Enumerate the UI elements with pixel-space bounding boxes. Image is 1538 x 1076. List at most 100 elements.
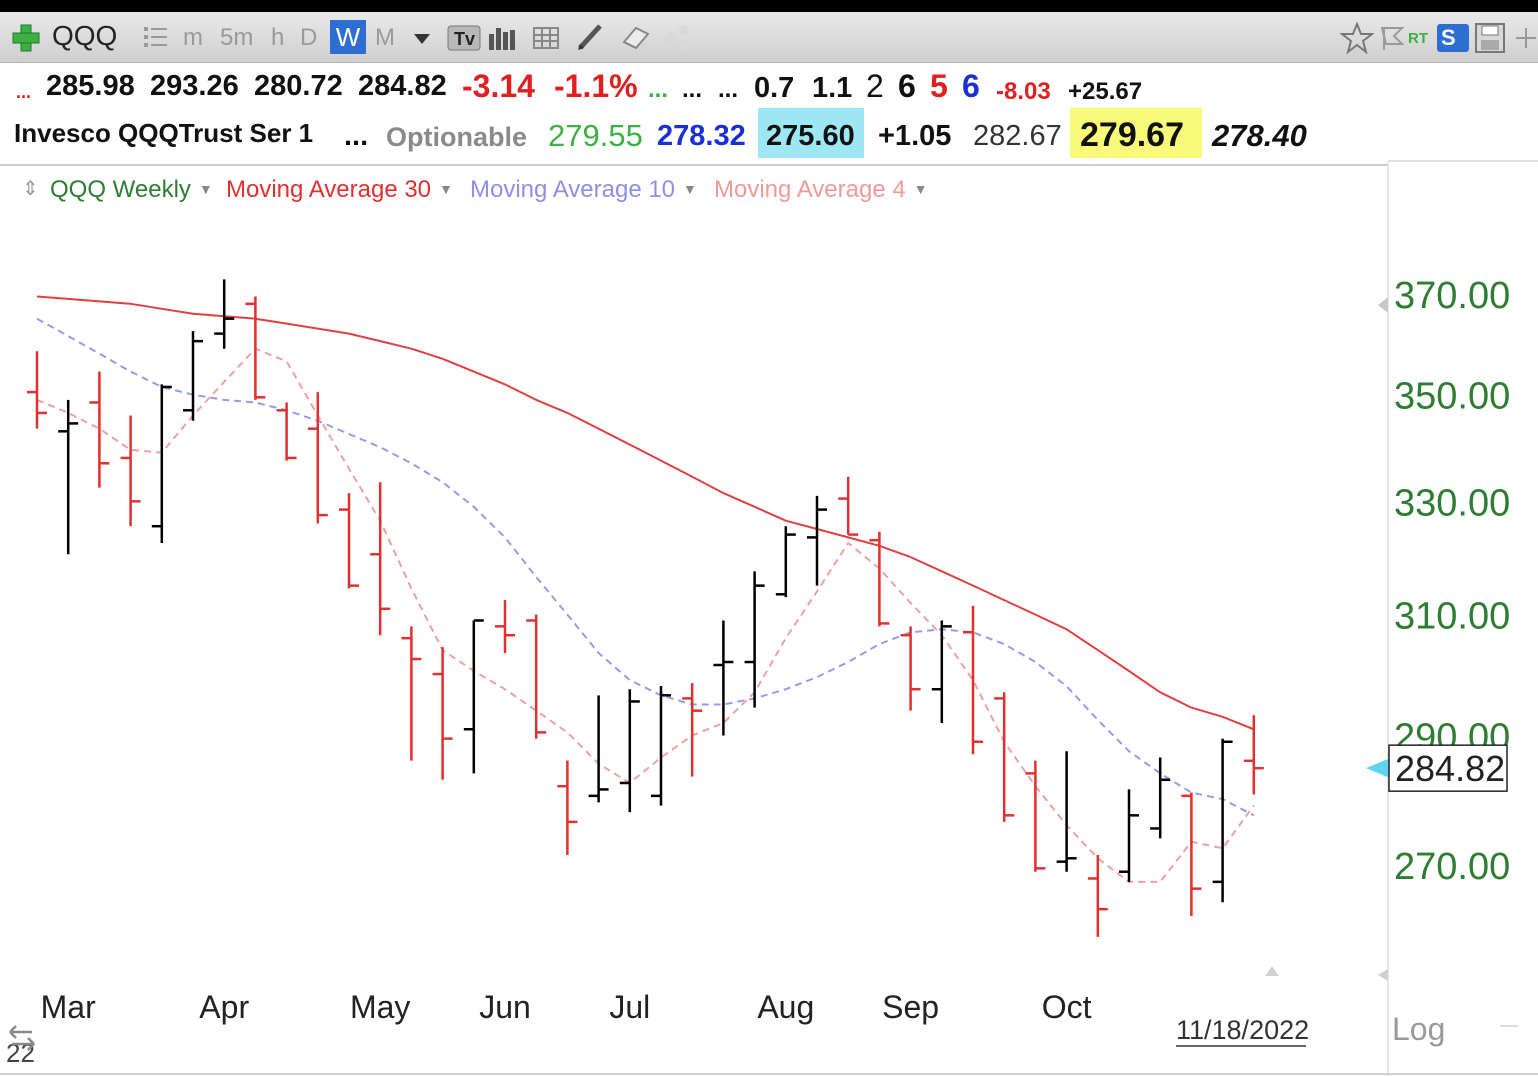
ohlc-bar	[869, 531, 890, 627]
rt-icon[interactable]: RT	[1408, 30, 1428, 47]
table-icon[interactable]	[532, 24, 562, 57]
ohlc-bar	[339, 493, 359, 589]
eraser-icon[interactable]	[620, 24, 652, 57]
ohlc-bar	[27, 351, 47, 429]
save-icon[interactable]	[1474, 22, 1506, 59]
timeframe-h[interactable]: h	[271, 24, 285, 51]
legend-ma30[interactable]: Moving Average 30 ▼	[226, 176, 453, 204]
toolbar: QQQ m 5m h D W M Tv	[0, 12, 1538, 63]
text-icon[interactable]: Tv	[447, 24, 481, 57]
add-symbol-icon[interactable]	[12, 24, 40, 57]
name-dots: ...	[344, 120, 369, 152]
ohlc-bar	[682, 683, 703, 777]
symbol-label[interactable]: QQQ	[52, 20, 118, 51]
x-month-label: Oct	[1042, 989, 1092, 1025]
ohlc-bar	[1056, 751, 1077, 872]
log-label: Log	[1392, 1011, 1445, 1047]
y-tick-label: 310.00	[1394, 596, 1510, 638]
change-pct: -1.1%	[554, 68, 638, 104]
legend-series[interactable]: QQQ Weekly ▼	[50, 176, 213, 204]
close-value: 284.82	[358, 70, 447, 102]
ohlc-bar	[713, 620, 734, 736]
chart-window: QQQ m 5m h D W M Tv	[0, 12, 1538, 1076]
x-month-label: Mar	[41, 989, 96, 1025]
ohlc-bar	[1243, 715, 1264, 795]
ohlc-bar	[526, 614, 547, 739]
star-icon[interactable]	[1339, 21, 1375, 59]
n2-value: 6	[898, 68, 916, 104]
p3-value: 275.60	[766, 120, 855, 152]
optionable-label: Optionable	[386, 122, 527, 152]
ohlc-bar	[838, 476, 859, 536]
ma10-line	[36, 317, 1255, 817]
ohlc-bar	[1119, 789, 1139, 882]
chevron-down-icon: ▼	[439, 181, 453, 197]
legend-ma10[interactable]: Moving Average 10 ▼	[470, 176, 697, 204]
legend-ma4[interactable]: Moving Average 4 ▼	[714, 176, 928, 204]
ohlc-bar	[58, 399, 79, 555]
v1-value: 0.7	[754, 72, 795, 104]
ohlc-bar	[183, 331, 203, 421]
x-month-label: May	[350, 989, 410, 1025]
share-icon[interactable]	[662, 24, 694, 57]
s-icon[interactable]: S	[1437, 24, 1469, 52]
legend-sort-icon[interactable]: ⇕	[22, 178, 39, 200]
ohlc-bar	[151, 384, 172, 544]
n3-value: 5	[930, 68, 948, 104]
ohlc-bar	[807, 495, 827, 586]
ohlc-bar	[120, 415, 141, 527]
ohlc-bar	[1087, 854, 1108, 937]
pencil-icon[interactable]	[576, 22, 606, 57]
open-value: 285.98	[46, 70, 135, 102]
p6-value: 279.67	[1080, 116, 1184, 154]
p2-value: 278.32	[657, 120, 746, 152]
p4-value: +1.05	[878, 120, 952, 152]
p3-highlight	[758, 108, 864, 158]
dropdown-icon[interactable]	[412, 32, 432, 50]
timeframe-5m[interactable]: 5m	[220, 24, 254, 51]
timeframe-d[interactable]: D	[300, 24, 318, 51]
chevron-down-icon: ▼	[683, 181, 697, 197]
ohlc-bar	[245, 296, 266, 400]
v2-value: 1.1	[812, 72, 853, 104]
chevron-down-icon: ▼	[198, 181, 213, 197]
list-icon[interactable]	[142, 24, 170, 55]
legend-series-label: QQQ Weekly	[50, 176, 191, 203]
scroll-top-marker	[1265, 966, 1279, 976]
p6-highlight	[1070, 108, 1202, 158]
ohlc-bar	[1212, 738, 1233, 903]
timeframe-m[interactable]: m	[183, 24, 203, 51]
pos-value: +25.67	[1068, 78, 1143, 105]
bars-icon[interactable]	[487, 24, 517, 57]
year-label: 22	[6, 1038, 35, 1068]
n4-value: 6	[962, 68, 980, 104]
quote-prefix: ...	[16, 82, 32, 102]
ohlc-bar	[1150, 757, 1171, 839]
n1-value: 2	[866, 68, 884, 104]
price-chart[interactable]: 270.00290.00310.00330.00350.00370.00284.…	[0, 12, 1538, 1076]
ohlc-bar	[619, 689, 640, 813]
ohlc-bar	[307, 392, 328, 524]
quote-row-1: ... 285.98 293.26 280.72 284.82 -3.14 -1…	[0, 68, 1400, 112]
move-icon[interactable]	[1514, 26, 1538, 55]
ohlc-bar	[214, 279, 235, 349]
dots-2: ...	[718, 76, 739, 103]
date-label: 11/18/2022	[1176, 1015, 1309, 1045]
ohlc-bar	[276, 402, 297, 461]
x-month-label: Jun	[479, 989, 531, 1025]
ohlc-bar	[994, 692, 1015, 822]
ma4-line	[36, 347, 1255, 883]
ohlc-bar	[89, 371, 110, 488]
timeframe-w[interactable]: W	[330, 20, 366, 54]
ohlc-bar	[557, 760, 578, 855]
legend-ma4-label: Moving Average 4	[714, 176, 906, 203]
ohlc-bar	[900, 626, 921, 711]
p7-value: 278.40	[1212, 118, 1307, 153]
ohlc-bar	[1181, 792, 1202, 917]
change-value: -3.14	[462, 68, 535, 104]
high-value: 293.26	[150, 70, 239, 102]
header-divider	[0, 164, 1388, 166]
flag-icon[interactable]	[1380, 24, 1406, 57]
scroll-arrows-icon	[9, 1025, 35, 1051]
timeframe-mo[interactable]: M	[375, 24, 395, 51]
